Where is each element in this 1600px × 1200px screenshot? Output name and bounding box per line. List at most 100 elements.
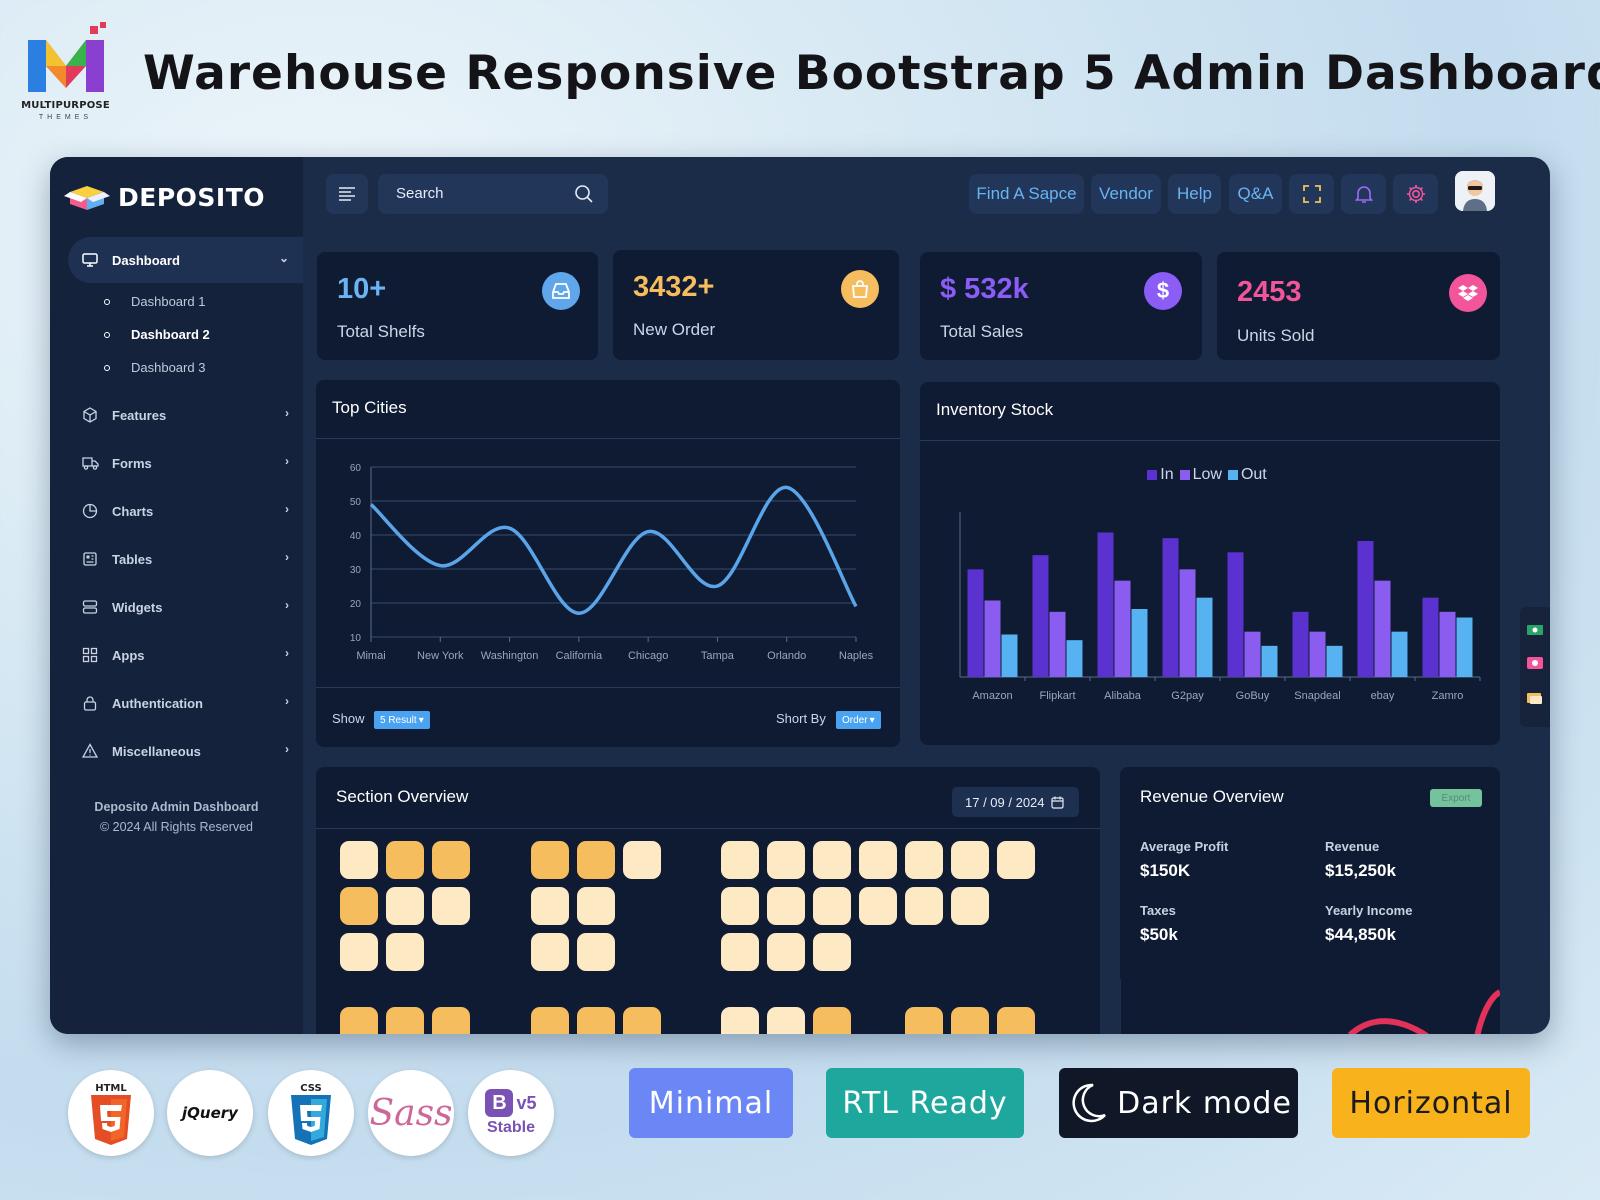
brand-logo[interactable]: DEPOSITO: [64, 179, 265, 215]
pie-chart-icon: [82, 503, 104, 519]
seat-tile[interactable]: [386, 1007, 424, 1034]
sidebar-subitem-dashboard-3[interactable]: Dashboard 3: [68, 351, 303, 384]
help-link[interactable]: Help: [1168, 174, 1221, 214]
find-a-space-link[interactable]: Find A Sapce: [969, 174, 1084, 214]
seat-tile[interactable]: [577, 887, 615, 925]
seat-tile[interactable]: [340, 1007, 378, 1034]
seat-tile[interactable]: [432, 887, 470, 925]
subitem-label: Dashboard 3: [131, 360, 206, 375]
grid-icon: [82, 647, 104, 663]
y-tick-label: 50: [350, 497, 362, 508]
inbox-icon: [542, 272, 580, 310]
jquery-text: jQuery: [182, 1104, 238, 1122]
sidebar-item-label: Charts: [112, 503, 154, 519]
dark-mode-badge: Dark mode: [1059, 1068, 1298, 1138]
show-select[interactable]: 5 Result ▾: [374, 711, 430, 729]
m-logo-icon: [28, 22, 106, 92]
legend-item[interactable]: Low: [1179, 466, 1222, 484]
card-title: Top Cities: [332, 398, 407, 417]
seat-tile[interactable]: [813, 1007, 851, 1034]
date-picker[interactable]: 17 / 09 / 2024: [952, 787, 1079, 817]
sidebar-item-features[interactable]: Features ›: [68, 392, 303, 438]
stat-card-new-order: 3432+ New Order: [613, 250, 899, 360]
sidebar-item-charts[interactable]: Charts ›: [68, 488, 303, 534]
seat-tile[interactable]: [951, 887, 989, 925]
seat-tile[interactable]: [432, 841, 470, 879]
bar: [1097, 532, 1114, 677]
fullscreen-button[interactable]: [1289, 174, 1334, 214]
seat-tile[interactable]: [767, 1007, 805, 1034]
seat-tile[interactable]: [951, 1007, 989, 1034]
seat-tile[interactable]: [340, 841, 378, 879]
seat-tile[interactable]: [386, 841, 424, 879]
seat-tile[interactable]: [721, 887, 759, 925]
sidebar-item-miscellaneous[interactable]: Miscellaneous ›: [68, 728, 303, 774]
x-tick-label: Zamro: [1432, 690, 1464, 702]
bullet-icon: [104, 298, 110, 305]
sidebar-item-label: Features: [112, 407, 167, 423]
sidebar-subitem-dashboard-2[interactable]: Dashboard 2: [68, 318, 303, 351]
seat-tile[interactable]: [623, 841, 661, 879]
seat-tile[interactable]: [432, 1007, 470, 1034]
seat-tile[interactable]: [531, 887, 569, 925]
footer-title: Deposito Admin Dashboard: [94, 800, 259, 814]
seat-tile[interactable]: [905, 1007, 943, 1034]
seat-tile[interactable]: [577, 1007, 615, 1034]
x-tick-label: Naples: [839, 650, 874, 662]
seat-tile[interactable]: [813, 933, 851, 971]
vendor-link[interactable]: Vendor: [1091, 174, 1161, 214]
badge-label: RTL Ready: [842, 1085, 1008, 1121]
avatar[interactable]: [1455, 171, 1495, 211]
seat-tile[interactable]: [531, 933, 569, 971]
sidebar-subitem-dashboard-1[interactable]: Dashboard 1: [68, 285, 303, 318]
search-icon[interactable]: [574, 184, 594, 208]
seat-tile[interactable]: [997, 841, 1035, 879]
seat-tile[interactable]: [721, 841, 759, 879]
seat-tile[interactable]: [340, 887, 378, 925]
seat-tile[interactable]: [905, 841, 943, 879]
seat-tile[interactable]: [905, 887, 943, 925]
seat-tile[interactable]: [767, 887, 805, 925]
seat-tile[interactable]: [767, 841, 805, 879]
metric-value: $150K: [1140, 861, 1191, 880]
seat-tile[interactable]: [577, 933, 615, 971]
seat-tile[interactable]: [813, 841, 851, 879]
seat-tile[interactable]: [997, 1007, 1035, 1034]
sidebar-item-widgets[interactable]: Widgets ›: [68, 584, 303, 630]
seat-tile[interactable]: [721, 1007, 759, 1034]
seat-tile[interactable]: [813, 887, 851, 925]
sidebar-item-tables[interactable]: Tables ›: [68, 536, 303, 582]
legend-item[interactable]: In: [1147, 466, 1174, 484]
seat-tile[interactable]: [951, 841, 989, 879]
bar: [1066, 640, 1083, 677]
seat-tile[interactable]: [623, 1007, 661, 1034]
seat-tile[interactable]: [386, 933, 424, 971]
sort-select[interactable]: Order ▾: [836, 711, 881, 729]
seat-tile[interactable]: [721, 933, 759, 971]
seat-tile[interactable]: [386, 887, 424, 925]
sidebar-item-forms[interactable]: Forms ›: [68, 440, 303, 486]
notifications-button[interactable]: [1341, 174, 1386, 214]
qa-link[interactable]: Q&A: [1229, 174, 1282, 214]
x-tick-label: Washington: [481, 650, 539, 662]
seat-tile[interactable]: [859, 887, 897, 925]
menu-toggle-button[interactable]: [326, 174, 368, 214]
seat-tile[interactable]: [531, 1007, 569, 1034]
horizontal-badge: Horizontal: [1332, 1068, 1530, 1138]
export-button[interactable]: Export: [1430, 789, 1482, 807]
sidebar-item-authentication[interactable]: Authentication ›: [68, 680, 303, 726]
seat-tile[interactable]: [531, 841, 569, 879]
metric-label: Average Profit: [1140, 839, 1229, 854]
search-input[interactable]: Search: [378, 174, 608, 214]
seat-tile[interactable]: [340, 933, 378, 971]
seat-tile[interactable]: [577, 841, 615, 879]
stat-value: 2453: [1237, 276, 1302, 308]
seat-tile[interactable]: [859, 841, 897, 879]
x-tick-label: Amazon: [972, 690, 1012, 702]
chevron-down-icon: ⌄: [278, 251, 289, 265]
legend-item[interactable]: Out: [1227, 466, 1267, 484]
settings-button[interactable]: [1393, 174, 1438, 214]
sidebar-item-apps[interactable]: Apps ›: [68, 632, 303, 678]
seat-tile[interactable]: [767, 933, 805, 971]
sidebar-item-dashboard[interactable]: Dashboard ⌄: [68, 237, 303, 283]
